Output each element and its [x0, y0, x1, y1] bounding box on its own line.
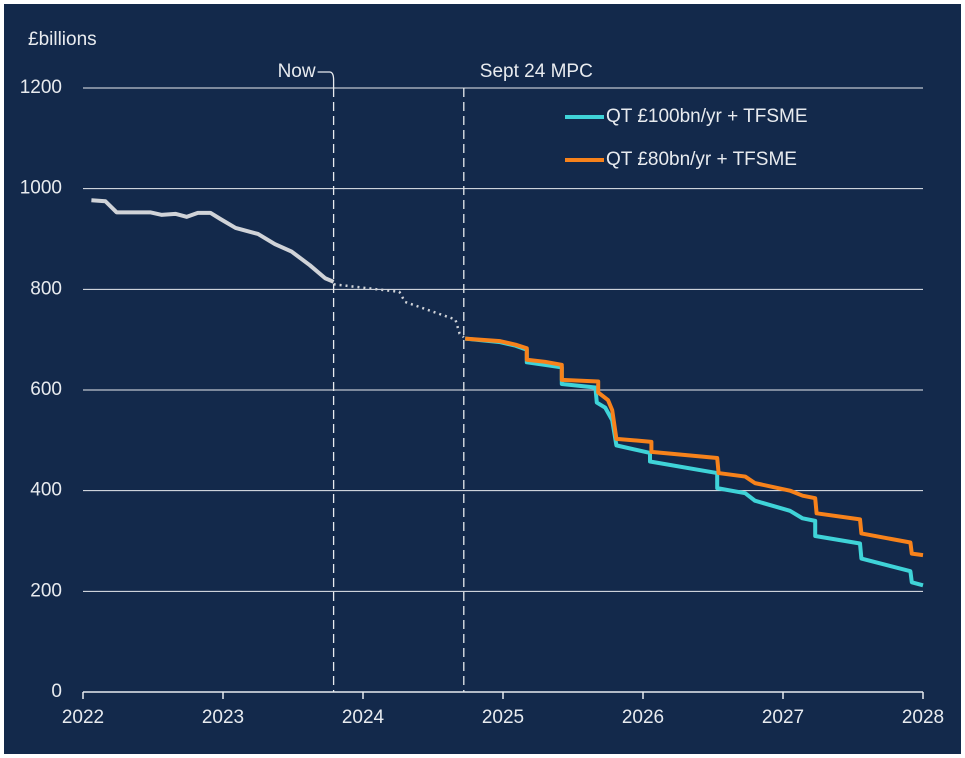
legend-label: QT £100bn/yr + TFSME	[606, 106, 808, 127]
x-tick-label: 2026	[622, 707, 664, 728]
y-tick-label: 0	[51, 681, 62, 702]
y-axis-label: £billions	[28, 29, 97, 50]
series-line	[91, 198, 335, 284]
x-tick-label: 2028	[902, 707, 944, 728]
x-tick-label: 2023	[202, 707, 244, 728]
legend-label: QT £80bn/yr + TFSME	[606, 149, 797, 170]
background	[4, 4, 961, 754]
x-tick-label: 2025	[482, 707, 524, 728]
series-line	[465, 336, 924, 558]
series-line	[333, 283, 465, 339]
x-tick-label: 2027	[762, 707, 804, 728]
annotation-leader	[317, 71, 335, 88]
annotation: Now	[278, 61, 316, 82]
y-tick-label: 400	[30, 480, 62, 501]
annotation: Sept 24 MPC	[480, 61, 593, 82]
y-tick-label: 1000	[20, 178, 62, 199]
x-tick-label: 2022	[62, 707, 104, 728]
x-tick-label: 2024	[342, 707, 385, 728]
series-line	[464, 336, 924, 588]
y-tick-label: 200	[30, 580, 62, 601]
y-tick-label: 800	[30, 278, 62, 299]
y-tick-label: 1200	[20, 77, 62, 98]
y-tick-label: 600	[30, 379, 62, 400]
